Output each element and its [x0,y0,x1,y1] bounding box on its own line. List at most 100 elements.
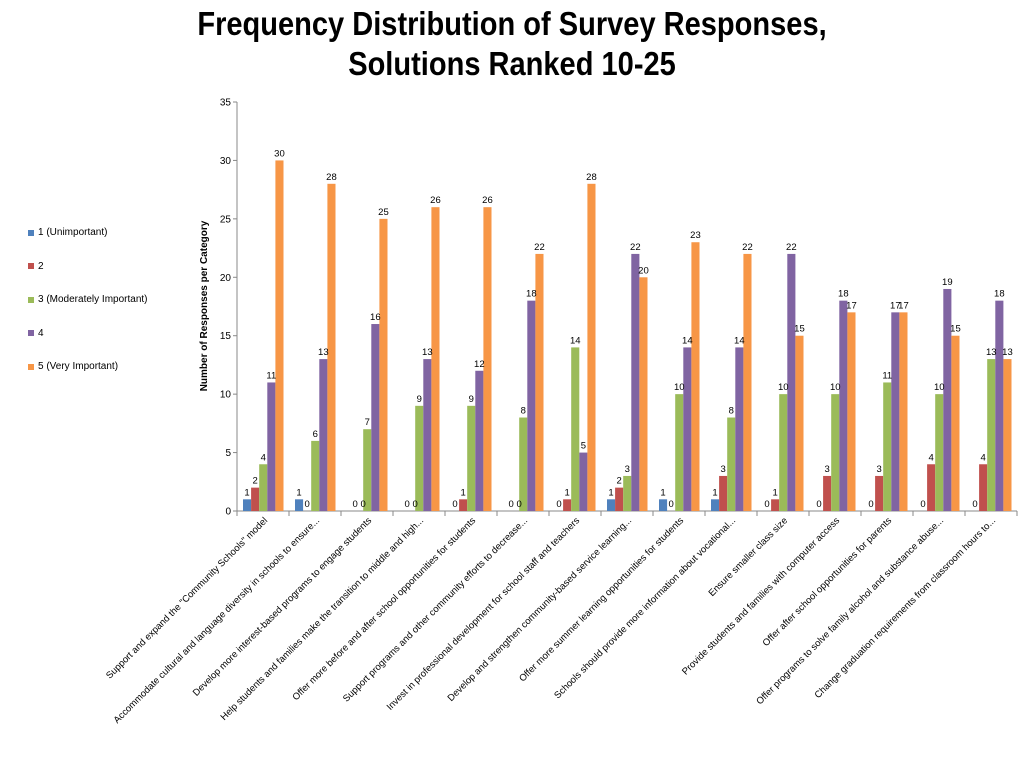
data-label: 16 [370,312,381,323]
data-label: 20 [638,265,649,276]
y-tick-label: 0 [225,507,231,518]
y-tick-label: 15 [220,331,232,342]
data-label: 18 [994,289,1005,300]
data-label: 1 [244,487,249,498]
bar-3-1 [259,464,268,511]
legend-item-5: 5 (Very Important) [28,360,148,373]
data-label-zero: 0 [556,499,561,510]
data-label: 13 [318,347,329,358]
bar-4-7 [579,452,588,511]
data-label: 0 [305,499,310,510]
bar-2-15 [979,464,988,511]
legend-item-3: 3 (Moderately Important) [28,293,148,306]
bar-5-7 [587,183,596,512]
bar-3-10 [727,417,736,511]
legend-label-3: 3 (Moderately Important) [38,294,148,305]
x-category-label-15: Change graduation requirements from clas… [813,515,999,701]
bar-3-13 [883,382,892,511]
bar-5-3 [379,218,388,511]
data-label: 17 [890,300,901,311]
data-label: 7 [365,417,370,428]
bar-2-5 [459,499,468,511]
bar-5-5 [483,207,492,511]
data-label: 0 0 [509,499,522,510]
data-label: 1 [608,487,613,498]
bar-4-1 [267,382,276,511]
bar-5-14 [951,335,960,511]
data-label: 18 [526,289,537,300]
data-label: 17 [898,300,909,311]
bar-3-5 [467,405,476,511]
bar-4-10 [735,347,744,511]
legend-item-2: 2 [28,260,148,273]
data-label: 4 [929,452,934,463]
bar-3-8 [623,475,632,511]
y-tick-label: 35 [220,98,232,109]
bar-2-12 [823,475,832,511]
x-category-label-5: Offer more before and after school oppor… [290,515,478,703]
data-label: 13 [1002,347,1013,358]
data-label: 22 [742,242,753,253]
legend-label-5: 5 (Very Important) [38,361,119,372]
data-label: 3 [721,464,726,475]
data-label: 3 [625,464,630,475]
data-label: 14 [570,335,581,346]
x-category-label-6: Support programs and other community eff… [341,515,530,704]
bar-5-4 [431,207,440,511]
data-label: 22 [534,242,545,253]
bar-5-10 [743,253,752,511]
x-category-label-10: Schools should provide more information … [552,515,738,701]
data-label: 15 [794,324,805,335]
data-label: 4 [981,452,986,463]
bar-1-10 [711,499,720,511]
bar-2-1 [251,487,260,511]
y-tick-label: 20 [220,273,232,284]
bar-4-11 [787,253,796,511]
data-label: 14 [682,335,693,346]
bar-1-2 [295,499,304,511]
x-category-label-14: Offer programs to solve family alcohol a… [754,515,946,707]
data-label: 12 [474,359,485,370]
legend-swatch-2 [28,263,34,269]
data-label: 2 [617,476,622,487]
data-label: 13 [422,347,433,358]
data-label: 9 [469,394,474,405]
bar-3-3 [363,429,372,511]
bar-4-8 [631,253,640,511]
data-label: 3 [877,464,882,475]
bar-4-14 [943,288,952,511]
bar-5-13 [899,312,908,511]
bar-2-13 [875,475,884,511]
bar-2-11 [771,499,780,511]
data-label: 30 [274,148,285,159]
data-label: 11 [266,370,276,381]
bar-4-15 [995,300,1004,511]
data-label: 8 [729,406,734,417]
data-label: 10 [778,382,789,393]
chart-category-labels: Support and expand the "Community School… [104,515,998,726]
bar-5-2 [327,183,336,512]
chart-title: Frequency Distribution of Survey Respons… [61,4,962,84]
bar-5-8 [639,277,648,511]
data-label: 0 0 [405,499,418,510]
x-category-label-8: Develop and strengthen community-based s… [446,515,635,704]
y-tick-label: 30 [220,156,232,167]
legend-swatch-5 [28,363,34,370]
chart-title-line-2: Solutions Ranked 10-25 [348,45,676,82]
bar-5-9 [691,242,700,511]
y-axis-title: Number of Responses per Category [199,220,210,391]
data-label: 18 [838,289,849,300]
x-category-label-4: Help students and families make the tran… [219,515,427,723]
bar-4-13 [891,312,900,511]
bar-1-1 [243,499,252,511]
bar-3-4 [415,405,424,511]
bar-4-6 [527,300,536,511]
bar-4-3 [371,324,380,511]
x-category-label-7: Invest in professional development for s… [385,515,583,713]
legend-label-4: 4 [38,327,44,339]
chart-title-line-1: Frequency Distribution of Survey Respons… [197,5,827,42]
legend-item-4: 4 [28,327,148,340]
data-label: 10 [830,382,841,393]
data-label: 5 [581,441,586,452]
data-label: 13 [986,347,997,358]
